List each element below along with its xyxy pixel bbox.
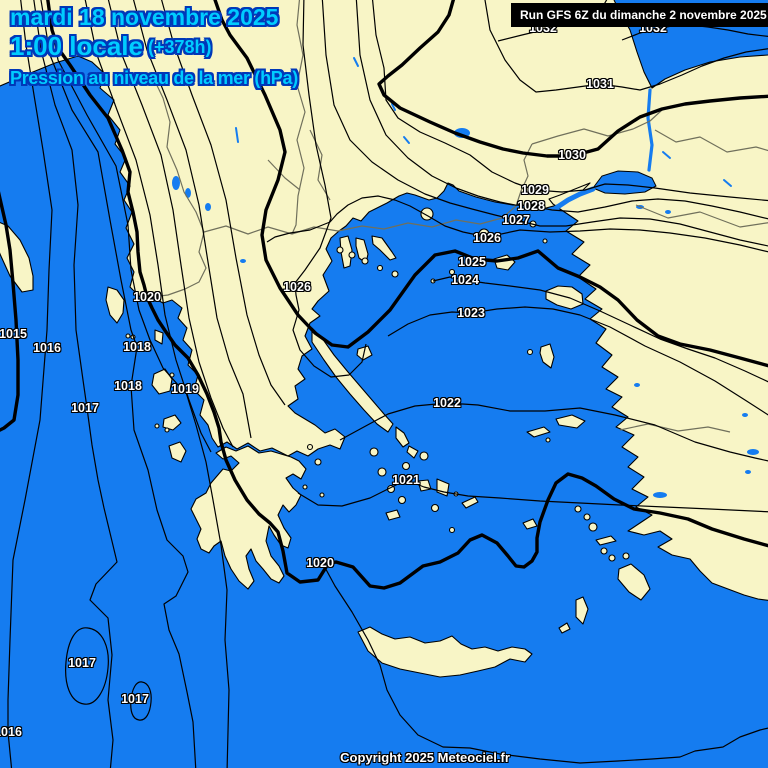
pressure-label: 1018	[123, 340, 151, 354]
isobars-thick	[0, 0, 768, 590]
run-info-box: Run GFS 6Z du dimanche 2 novembre 2025	[511, 3, 768, 27]
pressure-label: 1026	[283, 280, 311, 294]
pressure-label: 1028	[517, 199, 545, 213]
pressure-label: 1024	[451, 273, 479, 287]
forecast-offset-label: (+378h)	[148, 37, 212, 57]
date-label: mardi 18 novembre 2025	[10, 4, 279, 30]
pressure-label: 1017	[71, 401, 99, 415]
landmass	[0, 0, 768, 678]
pressure-label: 1018	[114, 379, 142, 393]
pressure-label: 1015	[0, 327, 27, 341]
pressure-label: 1029	[521, 183, 549, 197]
pressure-label: 1019	[171, 382, 199, 396]
pressure-label: 1020	[306, 556, 334, 570]
pressure-label: 1021	[392, 473, 420, 487]
lakes	[95, 48, 759, 498]
pressure-label: 1020	[133, 290, 161, 304]
pressure-label: 1017	[68, 656, 96, 670]
pressure-label: 1030	[558, 148, 586, 162]
parameter-label: Pression au niveau de la mer (hPa)	[10, 68, 298, 88]
time-label: 1:00 locale	[10, 31, 143, 61]
copyright-label: Copyright 2025 Meteociel.fr	[340, 750, 510, 765]
run-info-text: Run GFS 6Z du dimanche 2 novembre 2025	[520, 8, 767, 22]
pressure-label: 1022	[433, 396, 461, 410]
pressure-label: 1027	[502, 213, 530, 227]
borders	[151, 0, 768, 433]
sea-of-marmara	[553, 88, 657, 211]
pressure-label: 1026	[473, 231, 501, 245]
pressure-label: 1025	[458, 255, 486, 269]
pressure-label: 1016	[33, 341, 61, 355]
pressure-label: 1031	[586, 77, 614, 91]
pressure-label: 1017	[121, 692, 149, 706]
pressure-label: 1016	[0, 725, 22, 739]
pressure-label: 1023	[457, 306, 485, 320]
